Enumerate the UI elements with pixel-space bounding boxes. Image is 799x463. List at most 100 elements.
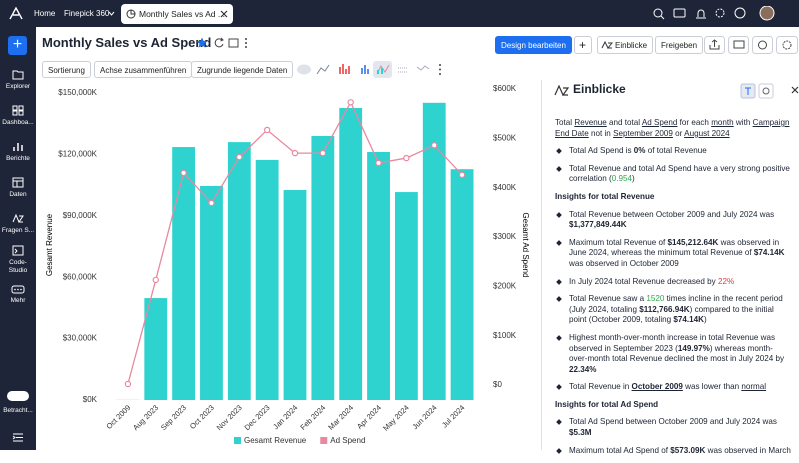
text: Total — [555, 118, 574, 127]
text: ) — [632, 174, 635, 183]
x-tick-label: Jul 2024 — [440, 403, 466, 429]
field: August 2024 — [684, 129, 729, 138]
nav-icons[interactable] — [650, 6, 795, 22]
panel-actions[interactable] — [740, 83, 799, 99]
line-point — [459, 172, 464, 177]
insight: Total Ad Spend between October 2009 and … — [555, 417, 791, 438]
text: was observed in October 2009 — [569, 259, 679, 268]
nav-item[interactable]: Berichte — [0, 141, 36, 163]
insight: Highest month-over-month increase in tot… — [555, 333, 791, 375]
y-tick-label: $150,000K — [58, 88, 97, 97]
sidebar: + Explorer Dashboa... Berichte Daten Fra… — [0, 27, 36, 450]
chart-type-icons[interactable] — [294, 60, 449, 79]
field: Ad Spend — [642, 118, 678, 127]
insights-logo — [554, 85, 570, 97]
x-tick-label: Oct 2023 — [188, 403, 216, 431]
bar — [367, 152, 390, 400]
bar — [200, 186, 223, 400]
nav-label: Daten — [9, 191, 26, 198]
line-point — [348, 100, 353, 105]
create-button[interactable]: + — [8, 36, 27, 55]
legend-swatch — [320, 437, 327, 444]
text: not in — [589, 129, 613, 138]
value: $1,377,849.44K — [569, 220, 627, 229]
y-tick-label: $0K — [83, 395, 98, 404]
text: Total Ad Spend between October 2009 and … — [569, 417, 777, 426]
active-tab[interactable]: Monthly Sales vs Ad ... — [121, 4, 233, 24]
insight-list: Total Ad Spend is 0% of total Revenue To… — [555, 146, 791, 185]
nav-tab[interactable]: Home — [34, 9, 55, 18]
toolbar-button[interactable]: Achse zusammenführen — [94, 61, 192, 78]
menu-icon[interactable] — [12, 433, 24, 442]
y2-tick-label: $400K — [493, 183, 517, 192]
button-label: Einblicke — [615, 41, 647, 50]
y-tick-label: $90,000K — [63, 211, 98, 220]
value: 0% — [634, 146, 646, 155]
top-nav: Home Finepick 360 Monthly Sales vs Ad ..… — [0, 0, 799, 27]
bar — [172, 147, 195, 400]
value: 22% — [718, 277, 734, 286]
x-tick-label: May 2024 — [381, 403, 411, 433]
x-tick-label: Feb 2024 — [298, 403, 327, 432]
value: October 2009 — [632, 382, 683, 391]
toolbar-button[interactable]: Zugrunde liegende Daten — [191, 61, 293, 78]
add-button[interactable]: + — [574, 36, 592, 54]
nav-item[interactable]: Daten — [0, 177, 36, 199]
text: Maximum total Revenue of — [569, 238, 668, 247]
bar — [311, 136, 334, 400]
share-button[interactable]: Freigeben — [655, 36, 703, 54]
nav-label: Mehr — [11, 297, 26, 304]
text: In July 2024 total Revenue decreased by — [569, 277, 718, 286]
icon — [12, 213, 24, 224]
value: 0.954 — [612, 174, 632, 183]
tab-icon — [126, 9, 136, 19]
bar — [144, 298, 167, 400]
line-point — [125, 381, 130, 386]
toggle[interactable] — [7, 391, 29, 401]
line-point — [153, 277, 158, 282]
field: Revenue — [574, 118, 606, 127]
nav-label: Explorer — [6, 83, 30, 90]
nav-item[interactable]: Code-Studio — [0, 245, 36, 275]
line-point — [320, 151, 325, 156]
line-point — [181, 170, 186, 175]
icon — [12, 141, 24, 152]
toolbar-button[interactable]: Sortierung — [42, 61, 91, 78]
text: Total Revenue saw a — [569, 294, 646, 303]
icon — [12, 177, 24, 188]
screen: Home Finepick 360 Monthly Sales vs Ad ..… — [0, 0, 799, 450]
icon — [11, 285, 25, 294]
value: 1520 — [646, 294, 664, 303]
line-point — [292, 151, 297, 156]
x-tick-label: Oct 2009 — [104, 403, 132, 431]
line-point — [209, 200, 214, 205]
edit-design-button[interactable]: Design bearbeiten — [495, 36, 572, 54]
legend-swatch — [234, 437, 241, 444]
insights-panel: Einblicke Total Revenue and total Ad Spe… — [541, 80, 799, 450]
line-point — [237, 154, 242, 159]
nav-item[interactable]: Dashboa... — [0, 105, 36, 127]
chevron — [108, 11, 115, 16]
page-title: Monthly Sales vs Ad Spend — [42, 35, 211, 50]
chart: Gesamt Revenue Gesamt Ad Spend $0K$30,00… — [36, 80, 541, 450]
title-icons[interactable] — [196, 37, 252, 49]
nav-item[interactable]: Mehr — [0, 285, 36, 305]
text: ) — [704, 315, 707, 324]
insight: Total Revenue in October 2009 was lower … — [555, 382, 791, 393]
nav-item[interactable]: Explorer — [0, 69, 36, 91]
y2-tick-label: $100K — [493, 331, 517, 340]
x-tick-label: Aug 2023 — [131, 403, 160, 432]
insight: Total Revenue and total Ad Spend have a … — [555, 164, 791, 185]
legend-label: Gesamt Revenue — [244, 436, 307, 445]
close-tab[interactable] — [220, 10, 228, 18]
bar — [284, 190, 307, 400]
y2-tick-label: $300K — [493, 232, 517, 241]
header-icons[interactable] — [704, 36, 799, 54]
nav-tab[interactable]: Finepick 360 — [64, 9, 109, 18]
insight: Total Ad Spend is 0% of total Revenue — [555, 146, 791, 157]
text: Total Revenue and total Ad Spend have a … — [569, 164, 790, 184]
nav-label: Fragen S... — [2, 227, 34, 234]
nav-item[interactable]: Fragen S... — [0, 213, 36, 235]
line-point — [432, 143, 437, 148]
x-tick-label: Apr 2024 — [355, 403, 383, 431]
